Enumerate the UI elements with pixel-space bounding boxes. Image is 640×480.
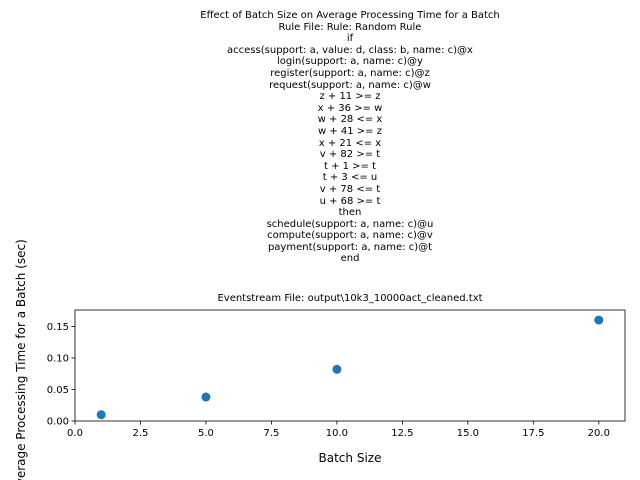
y-tick-label: 0.00 (47, 417, 69, 428)
x-tick-label: 12.5 (391, 428, 413, 439)
data-point (332, 364, 342, 374)
x-tick-label: 17.5 (522, 428, 544, 439)
x-tick-label: 15.0 (457, 428, 479, 439)
y-axis-label: Average Processing Time for a Batch (sec… (14, 239, 28, 480)
rule-line: v + 78 <= t (319, 183, 381, 195)
rule-line: login(support: a, name: c)@y (277, 56, 423, 68)
rule-line: t + 3 <= u (322, 172, 378, 184)
rule-line: register(support: a, name: c)@z (270, 67, 430, 79)
rule-line: w + 41 >= z (317, 125, 382, 137)
rule-line: compute(support: a, name: c)@v (267, 230, 433, 242)
rule-line: schedule(support: a, name: c)@u (266, 218, 434, 230)
y-tick-label: 0.05 (47, 385, 69, 396)
figure-suptitle: Effect of Batch Size on Average Processi… (50, 10, 640, 265)
rule-line: request(support: a, name: c)@w (269, 79, 431, 91)
x-tick-label: 7.5 (263, 428, 279, 439)
rule-line: payment(support: a, name: c)@t (267, 241, 433, 253)
rule-line: x + 21 <= x (318, 137, 382, 149)
data-point (96, 410, 106, 420)
x-axis-label: Batch Size (319, 451, 382, 465)
rule-line: u + 68 >= t (319, 195, 381, 207)
x-tick-label: 20.0 (588, 428, 610, 439)
figure-title: Effect of Batch Size on Average Processi… (200, 10, 500, 21)
data-point (594, 315, 604, 325)
x-tick-label: 5.0 (198, 428, 214, 439)
y-tick-label: 0.10 (47, 353, 69, 364)
rule-line: t + 1 >= t (323, 160, 377, 172)
rule-line: w + 28 <= x (317, 114, 383, 126)
plot-frame (74, 309, 626, 422)
rule-line: then (338, 207, 362, 219)
y-tick-label: 0.15 (47, 322, 69, 333)
rule-line: Rule File: Rule: Random Rule (278, 21, 422, 33)
rule-line: z + 11 >= z (319, 91, 381, 103)
x-tick-label: 10.0 (326, 428, 348, 439)
plot-area: 0.0 2.5 5.0 7.5 10.0 12.5 15.0 17.5 20.0 0.00 0.05… (47, 309, 626, 439)
x-tick-label: 0.0 (67, 428, 83, 439)
rule-line: end (340, 253, 360, 265)
rule-line: if (346, 33, 354, 45)
data-point (201, 392, 211, 402)
x-tick-label: 2.5 (133, 428, 149, 439)
rule-line: v + 82 >= t (319, 149, 381, 161)
rule-line: access(support: a, value: d, class: b, n… (227, 44, 473, 56)
rule-line: x + 36 >= w (317, 102, 383, 114)
chart-title: Eventstream File: output\10k3_10000act_c… (217, 293, 482, 304)
